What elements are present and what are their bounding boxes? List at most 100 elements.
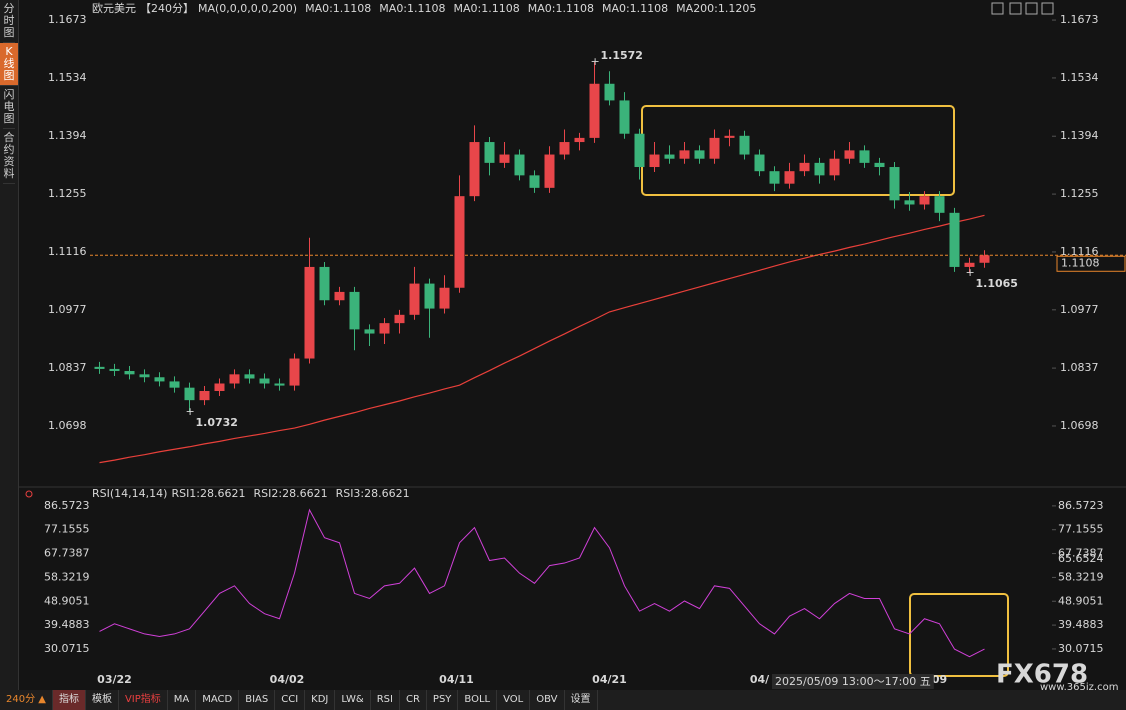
extreme-marker: + bbox=[966, 266, 975, 279]
icon bbox=[25, 490, 33, 498]
candle-body bbox=[544, 154, 555, 188]
period[interactable]: 240分 ▲ bbox=[0, 690, 53, 710]
candle-body bbox=[274, 383, 285, 386]
current-rsi-label: 65.6524 bbox=[1058, 552, 1104, 565]
candle-body bbox=[889, 167, 900, 201]
candle-body bbox=[949, 212, 960, 267]
chart: 欧元美元 【240分】 MA(0,0,0,0,0,200) MA0:1.1108 MA0… bbox=[18, 2, 1126, 690]
tab[interactable]: MA bbox=[168, 690, 197, 710]
tab[interactable]: KDJ bbox=[305, 690, 336, 710]
side-tab[interactable]: K线图 bbox=[0, 43, 18, 86]
tab[interactable]: PSY bbox=[427, 690, 459, 710]
y-tick-label: 1.0977 bbox=[1060, 303, 1099, 316]
candle-body bbox=[799, 162, 810, 172]
y-tick-label: 1.1673 bbox=[48, 13, 87, 26]
candle-body bbox=[139, 374, 150, 378]
legend-entry: MA200:1.1205 bbox=[676, 2, 756, 15]
candle-body bbox=[784, 171, 795, 184]
candle-body bbox=[829, 158, 840, 176]
candle-body bbox=[724, 135, 735, 138]
watermark-url: www.365jz.com bbox=[1040, 682, 1118, 690]
y-tick-label: 77.1555 bbox=[1058, 523, 1104, 536]
y-tick-label: 1.1116 bbox=[48, 245, 87, 258]
candle-body bbox=[859, 150, 870, 163]
tab[interactable]: LW& bbox=[335, 690, 371, 710]
candle-body bbox=[94, 366, 105, 369]
y-tick-label: 1.0837 bbox=[1060, 361, 1099, 374]
legend-entry: MA0:1.1108 bbox=[602, 2, 668, 15]
tab[interactable]: 模板 bbox=[86, 690, 119, 710]
y-tick-label: 30.0715 bbox=[44, 642, 90, 655]
y-tick-label: 39.4883 bbox=[44, 618, 90, 631]
candle-body bbox=[604, 83, 615, 101]
x-tick-label: 04/21 bbox=[592, 673, 627, 686]
candle-body bbox=[919, 196, 930, 205]
tab[interactable]: 设置 bbox=[565, 690, 598, 710]
candle-body bbox=[634, 133, 645, 168]
y-tick-label: 67.7387 bbox=[1058, 547, 1104, 560]
tab[interactable]: OBV bbox=[530, 690, 565, 710]
legend-entry: MA(0,0,0,0,0,200) bbox=[198, 2, 297, 15]
candle-body bbox=[379, 323, 390, 334]
candle-body bbox=[694, 150, 705, 159]
x-tick-label: 04/11 bbox=[439, 673, 474, 686]
extreme-label: 1.0732 bbox=[196, 416, 238, 429]
tab[interactable]: BIAS bbox=[239, 690, 276, 710]
candle-body bbox=[199, 390, 210, 401]
candle-body bbox=[904, 200, 915, 205]
legend-entry: MA0:1.1108 bbox=[305, 2, 371, 15]
candle-body bbox=[349, 291, 360, 330]
y-tick-label: 1.1394 bbox=[48, 129, 87, 142]
legend-entry: MA0:1.1108 bbox=[454, 2, 520, 15]
candle-body bbox=[409, 283, 420, 315]
candle-body bbox=[289, 358, 300, 386]
last-price-label: 1.1108 bbox=[1061, 256, 1100, 269]
candle-body bbox=[679, 150, 690, 159]
tab[interactable]: CCI bbox=[275, 690, 306, 710]
tab[interactable]: VIP指标 bbox=[119, 690, 168, 710]
legend-entry: MA0:1.1108 bbox=[379, 2, 445, 15]
y-tick-label: 58.3219 bbox=[1058, 570, 1104, 583]
tab[interactable]: CR bbox=[400, 690, 427, 710]
candle-body bbox=[124, 371, 135, 375]
y-tick-label: 1.1255 bbox=[48, 187, 87, 200]
tab[interactable]: BOLL bbox=[458, 690, 498, 710]
side-tab[interactable]: 分时图 bbox=[3, 0, 15, 43]
y-tick-label: 30.0715 bbox=[1058, 642, 1104, 655]
last-price-box bbox=[1056, 255, 1126, 272]
rsi-line bbox=[99, 508, 985, 658]
legend-title: RSI(14,14,14) bbox=[92, 487, 167, 500]
y-tick-label: 1.1534 bbox=[48, 71, 87, 84]
candle-body bbox=[934, 196, 945, 213]
ma-line bbox=[99, 214, 985, 464]
candle-body bbox=[259, 378, 270, 384]
candle-body bbox=[304, 266, 315, 359]
legend-title: 欧元美元 bbox=[92, 2, 136, 15]
y-tick-label: 86.5723 bbox=[44, 499, 90, 512]
candle-body bbox=[814, 162, 825, 176]
crosshair-bg bbox=[772, 674, 934, 689]
side-tab[interactable]: 闪电图 bbox=[3, 86, 15, 129]
tab[interactable]: 指标 bbox=[52, 690, 86, 710]
y-tick-label: 67.7387 bbox=[44, 547, 90, 560]
candle-body bbox=[979, 255, 990, 263]
candle-body bbox=[514, 154, 525, 176]
candle-body bbox=[769, 171, 780, 184]
tab[interactable]: VOL bbox=[497, 690, 531, 710]
y-tick-label: 1.1255 bbox=[1060, 187, 1099, 200]
candle-body bbox=[184, 387, 195, 401]
candle-body bbox=[394, 314, 405, 324]
candle-body bbox=[244, 374, 255, 379]
y-tick-label: 77.1555 bbox=[44, 523, 90, 536]
side-tab[interactable]: 合约资料 bbox=[3, 129, 15, 184]
crosshair-time: 2025/05/09 13:00～17:00 五 bbox=[775, 675, 931, 688]
tab[interactable]: RSI bbox=[371, 690, 400, 710]
extreme-label: 1.1572 bbox=[601, 49, 643, 62]
window-icons bbox=[991, 2, 1054, 15]
y-tick-label: 1.0698 bbox=[48, 419, 87, 432]
toolbar: 240分 ▲ 指标 模板 VIP指标 MA MACD BIAS CCI KDJ LW& RSI CR P… bbox=[0, 690, 1126, 710]
legend-entry: RSI2:28.6621 bbox=[254, 487, 328, 500]
tab[interactable]: MACD bbox=[196, 690, 240, 710]
y-tick-label: 1.1673 bbox=[1060, 13, 1099, 26]
extreme-marker: + bbox=[591, 55, 600, 68]
